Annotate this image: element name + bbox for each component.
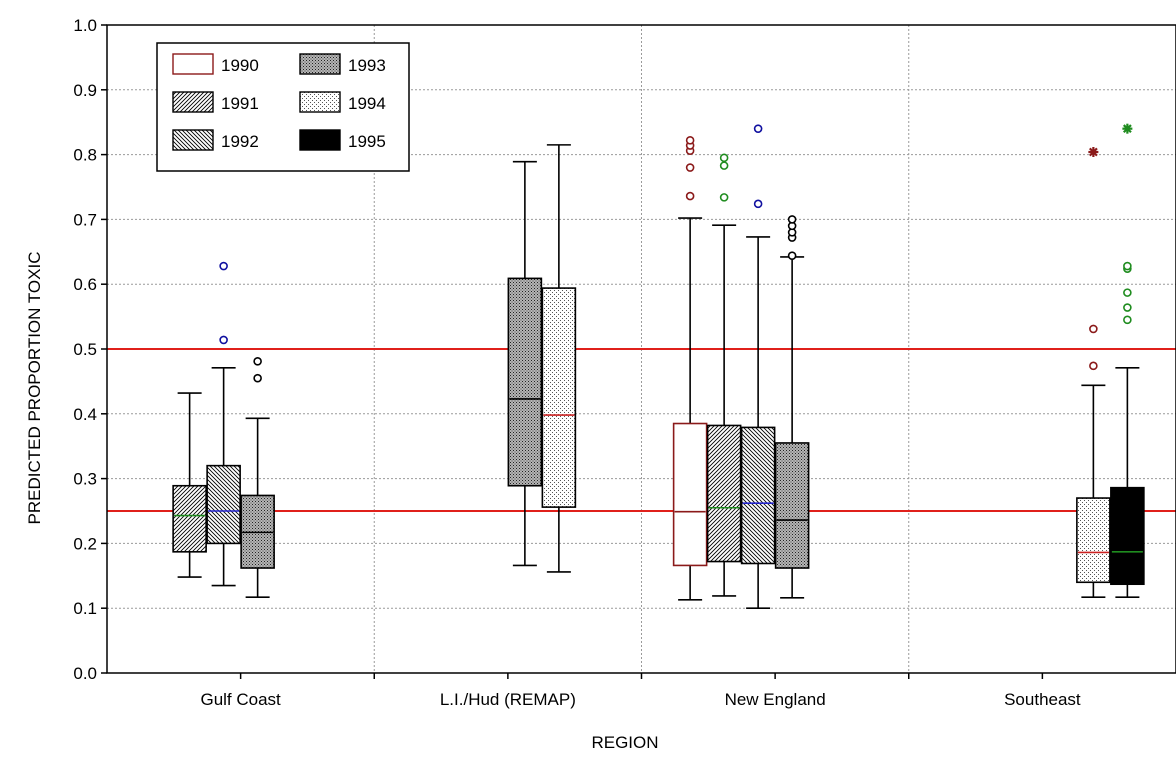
outlier-point <box>253 357 262 366</box>
legend-swatch-1992 <box>172 129 214 151</box>
y-tick-label: 1.0 <box>73 16 97 35</box>
box-iqr <box>1076 497 1111 584</box>
legend-label-1993: 1993 <box>348 56 386 75</box>
y-tick-label: 0.9 <box>73 81 97 100</box>
box-1992 <box>740 124 776 610</box>
box-iqr <box>1110 486 1145 586</box>
outlier-point <box>719 153 729 163</box>
legend-label-1994: 1994 <box>348 94 386 113</box>
y-tick-label: 0.0 <box>73 664 97 683</box>
legend-swatch-1994 <box>299 91 341 113</box>
extreme-stroke <box>1088 147 1098 157</box>
outlier-point <box>787 215 797 224</box>
outlier-point <box>219 335 228 345</box>
y-tick-label: 0.4 <box>73 405 97 424</box>
extreme-stroke <box>1122 124 1132 134</box>
outlier-point <box>1123 303 1132 312</box>
legend-swatch-1993 <box>299 53 341 75</box>
outlier-point <box>719 193 729 202</box>
y-tick-label: 0.2 <box>73 534 97 553</box>
y-tick-label: 0.5 <box>73 340 97 359</box>
box-1994 <box>541 144 577 573</box>
outlier-point <box>1123 315 1132 325</box>
y-tick-label: 0.6 <box>73 275 97 294</box>
box-iqr <box>672 422 708 567</box>
y-tick-label: 0.8 <box>73 146 97 165</box>
extreme-point <box>1088 147 1099 158</box>
legend-swatch-1991 <box>172 91 214 113</box>
x-tick-label: L.I./Hud (REMAP) <box>440 690 576 709</box>
box-iqr <box>706 424 742 563</box>
box-1991 <box>172 392 207 578</box>
legend-swatch-1995 <box>299 129 341 151</box>
y-axis-title: PREDICTED PROPORTION TOXIC <box>25 252 44 525</box>
boxes <box>172 123 1145 610</box>
y-tick-label: 0.1 <box>73 599 97 618</box>
reference-lines <box>107 348 1176 512</box>
box-1991 <box>706 153 742 597</box>
legend-label-1990: 1990 <box>221 56 259 75</box>
box-1995 <box>1110 123 1145 598</box>
legend-swatch-1990 <box>172 53 214 75</box>
legend: 1990 1991 1992 1993 1994 1995 <box>156 42 410 172</box>
outlier-point <box>1089 324 1098 334</box>
outlier-point <box>719 161 729 170</box>
box-iqr <box>774 442 810 569</box>
legend-label-1992: 1992 <box>221 132 259 151</box>
outlier-point <box>787 251 797 260</box>
box-1992 <box>206 261 241 587</box>
y-tick-label: 0.7 <box>73 210 97 229</box>
extreme-point <box>1122 123 1133 134</box>
x-axis-title: REGION <box>591 733 658 752</box>
box-1993 <box>240 357 275 598</box>
outlier-point <box>685 191 695 201</box>
box-1993 <box>774 215 810 599</box>
box-iqr <box>172 484 207 553</box>
box-iqr <box>507 277 543 487</box>
box-1993 <box>507 160 543 567</box>
axes: 0.0 0.1 0.2 0.3 0.4 0.5 0.6 0.7 0.8 0.9 1.0 Gulf Co… <box>73 16 1176 709</box>
outlier-point <box>1089 361 1098 371</box>
legend-label-1995: 1995 <box>348 132 386 151</box>
x-tick-label: Southeast <box>1004 690 1081 709</box>
outlier-point <box>753 124 763 133</box>
outlier-point <box>753 199 763 209</box>
legend-label-1991: 1991 <box>221 94 259 113</box>
box-iqr <box>740 426 776 565</box>
box-iqr <box>541 287 577 508</box>
box-1994 <box>1076 147 1111 598</box>
x-tick-label: New England <box>725 690 826 709</box>
outlier-point <box>219 261 228 271</box>
y-tick-label: 0.3 <box>73 470 97 489</box>
outlier-point <box>685 136 695 145</box>
x-tick-label: Gulf Coast <box>200 690 281 709</box>
box-iqr <box>206 464 241 545</box>
outlier-point <box>1123 288 1132 297</box>
box-1990 <box>672 136 708 601</box>
outlier-point <box>253 373 262 383</box>
outlier-point <box>1123 261 1132 271</box>
outlier-point <box>685 163 695 172</box>
